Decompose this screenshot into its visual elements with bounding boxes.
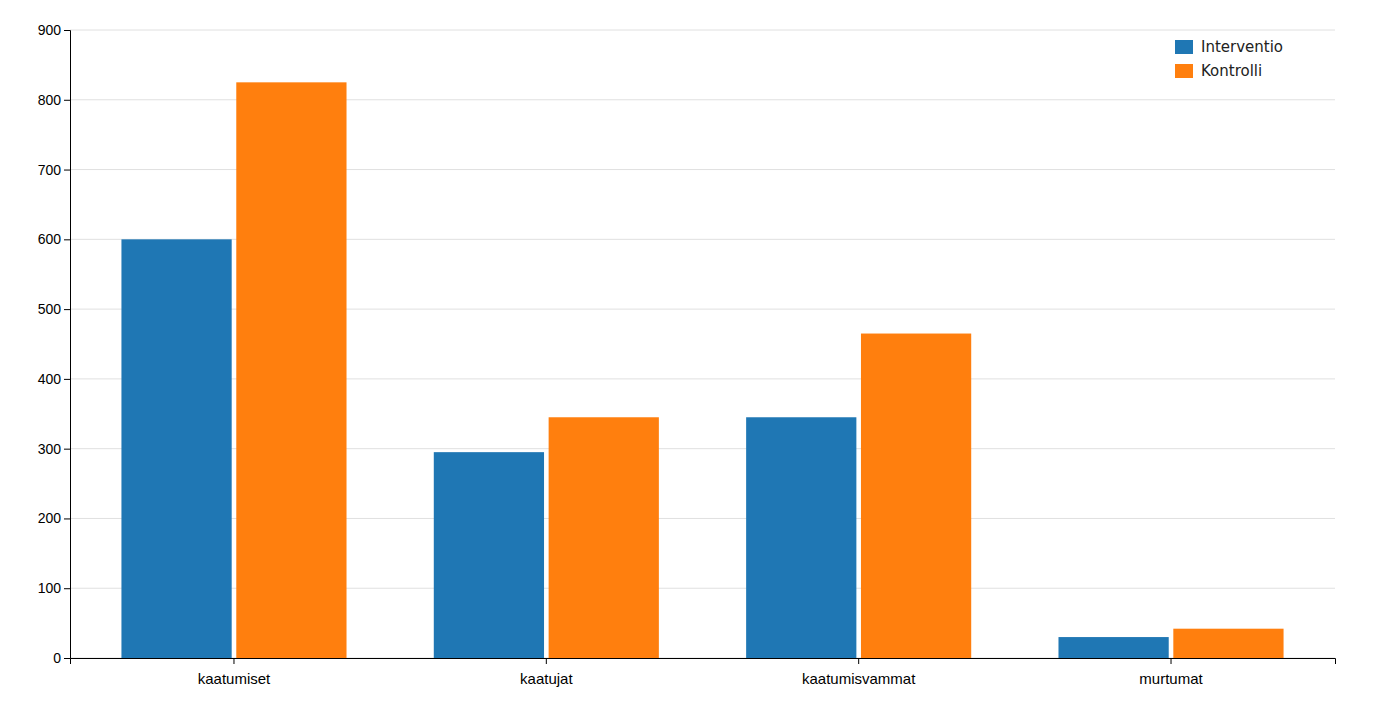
bar: [1058, 637, 1168, 658]
y-tick: 400: [38, 371, 70, 387]
x-tick-label: murtumat: [1139, 670, 1203, 687]
y-tick-label: 900: [38, 22, 62, 38]
legend-label: Kontrolli: [1201, 62, 1262, 80]
y-tick: 500: [38, 301, 70, 317]
y-tick-label: 400: [38, 371, 62, 387]
x-axis-line: [71, 659, 1336, 665]
grid: [70, 30, 1335, 658]
x-tick-mark: [858, 658, 859, 664]
y-tick-mark: [64, 449, 70, 450]
bar: [549, 417, 659, 658]
y-axis-line: [64, 31, 71, 659]
x-tick: kaatujat: [520, 658, 573, 687]
bar: [861, 334, 971, 658]
x-tick-mark: [1171, 658, 1172, 664]
y-tick-label: 300: [38, 441, 62, 457]
y-tick: 600: [38, 231, 70, 247]
chart-svg: 0100200300400500600700800900kaatumisetka…: [0, 0, 1375, 713]
plot-area: 0100200300400500600700800900kaatumisetka…: [38, 22, 1336, 687]
y-tick-mark: [64, 658, 70, 659]
x-tick-label: kaatumisvammat: [802, 670, 916, 687]
legend-swatch: [1175, 64, 1193, 78]
bars: [121, 82, 1283, 658]
bar-series: [236, 82, 1283, 658]
y-tick-mark: [64, 30, 70, 31]
y-tick: 300: [38, 441, 70, 457]
chart-container: 0100200300400500600700800900kaatumisetka…: [0, 0, 1375, 713]
y-tick: 100: [38, 580, 70, 596]
y-tick-label: 500: [38, 301, 62, 317]
y-tick: 900: [38, 22, 70, 38]
bar: [434, 452, 544, 658]
legend-item: Kontrolli: [1175, 62, 1262, 80]
bar: [746, 417, 856, 658]
legend-label: Interventio: [1201, 38, 1283, 56]
x-tick: kaatumisvammat: [802, 658, 916, 687]
bar: [236, 82, 346, 658]
y-tick-mark: [64, 100, 70, 101]
x-tick: murtumat: [1139, 658, 1203, 687]
y-tick-mark: [64, 379, 70, 380]
x-tick-mark: [233, 658, 234, 664]
legend-item: Interventio: [1175, 38, 1283, 56]
bar: [121, 239, 231, 658]
y-tick-label: 600: [38, 231, 62, 247]
x-tick-mark: [546, 658, 547, 664]
y-tick-mark: [64, 588, 70, 589]
y-tick-mark: [64, 239, 70, 240]
y-tick-label: 200: [38, 510, 62, 526]
y-tick-label: 0: [53, 650, 61, 666]
legend: Interventio Kontrolli: [1175, 38, 1283, 80]
y-tick-label: 800: [38, 92, 62, 108]
grid-line: [70, 30, 1335, 31]
y-tick-mark: [64, 518, 70, 519]
bar: [1173, 629, 1283, 658]
legend-swatch: [1175, 40, 1193, 54]
y-tick: 800: [38, 92, 70, 108]
y-tick-mark: [64, 170, 70, 171]
y-tick-label: 700: [38, 162, 62, 178]
y-tick: 0: [53, 650, 70, 666]
y-tick-mark: [64, 309, 70, 310]
x-tick-label: kaatujat: [520, 670, 573, 687]
x-tick-label: kaatumiset: [198, 670, 271, 687]
x-axis: kaatumiset kaatujat kaatumisvammat murtumat: [71, 658, 1336, 687]
y-tick-label: 100: [38, 580, 62, 596]
y-tick: 700: [38, 162, 70, 178]
x-tick: kaatumiset: [198, 658, 271, 687]
y-axis: 0 100 200 300 400 500 600 700 800 900: [38, 22, 71, 666]
y-tick: 200: [38, 510, 70, 526]
